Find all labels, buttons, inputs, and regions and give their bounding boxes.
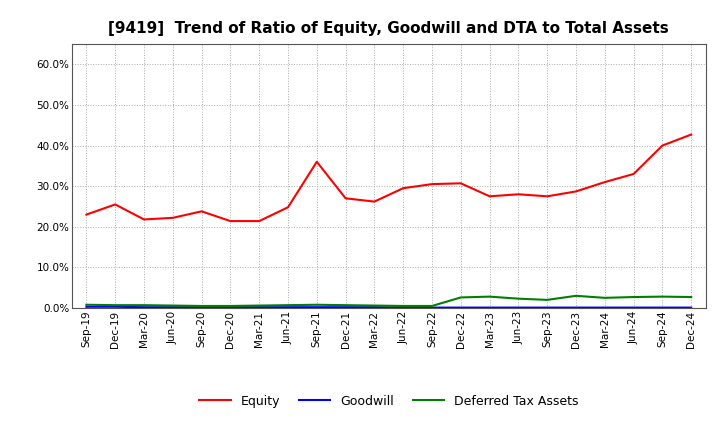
Equity — [485, 194, 494, 199]
Legend: Equity, Goodwill, Deferred Tax Assets: Equity, Goodwill, Deferred Tax Assets — [194, 390, 583, 413]
Goodwill — [572, 305, 580, 310]
Deferred Tax Assets — [399, 303, 408, 308]
Equity — [543, 194, 552, 199]
Deferred Tax Assets — [341, 303, 350, 308]
Goodwill — [197, 304, 206, 310]
Goodwill — [226, 304, 235, 310]
Deferred Tax Assets — [226, 303, 235, 308]
Goodwill — [456, 305, 465, 310]
Goodwill — [600, 305, 609, 310]
Deferred Tax Assets — [687, 294, 696, 300]
Goodwill — [543, 305, 552, 310]
Deferred Tax Assets — [572, 293, 580, 298]
Equity — [572, 189, 580, 194]
Equity — [312, 159, 321, 165]
Goodwill — [514, 305, 523, 310]
Goodwill — [341, 304, 350, 310]
Deferred Tax Assets — [255, 303, 264, 308]
Deferred Tax Assets — [600, 295, 609, 301]
Deferred Tax Assets — [312, 302, 321, 308]
Equity — [658, 143, 667, 148]
Goodwill — [255, 304, 264, 310]
Equity — [140, 217, 148, 222]
Title: [9419]  Trend of Ratio of Equity, Goodwill and DTA to Total Assets: [9419] Trend of Ratio of Equity, Goodwil… — [109, 21, 669, 36]
Deferred Tax Assets — [197, 303, 206, 308]
Equity — [284, 205, 292, 210]
Goodwill — [140, 304, 148, 310]
Deferred Tax Assets — [658, 294, 667, 299]
Equity — [111, 202, 120, 207]
Goodwill — [168, 304, 177, 310]
Deferred Tax Assets — [370, 303, 379, 308]
Deferred Tax Assets — [543, 297, 552, 303]
Deferred Tax Assets — [82, 302, 91, 308]
Goodwill — [399, 305, 408, 310]
Deferred Tax Assets — [284, 303, 292, 308]
Deferred Tax Assets — [168, 303, 177, 308]
Deferred Tax Assets — [485, 294, 494, 299]
Line: Deferred Tax Assets: Deferred Tax Assets — [86, 296, 691, 306]
Goodwill — [284, 304, 292, 310]
Line: Goodwill: Goodwill — [86, 307, 691, 308]
Equity — [600, 180, 609, 185]
Equity — [687, 132, 696, 137]
Deferred Tax Assets — [629, 294, 638, 300]
Goodwill — [312, 304, 321, 310]
Deferred Tax Assets — [428, 303, 436, 308]
Deferred Tax Assets — [140, 303, 148, 308]
Equity — [341, 196, 350, 201]
Deferred Tax Assets — [514, 296, 523, 301]
Goodwill — [370, 304, 379, 310]
Deferred Tax Assets — [111, 303, 120, 308]
Equity — [255, 218, 264, 224]
Goodwill — [82, 304, 91, 309]
Equity — [514, 192, 523, 197]
Equity — [168, 215, 177, 220]
Equity — [456, 181, 465, 186]
Goodwill — [428, 305, 436, 310]
Equity — [629, 171, 638, 176]
Goodwill — [687, 305, 696, 310]
Line: Equity: Equity — [86, 135, 691, 221]
Equity — [226, 218, 235, 224]
Equity — [197, 209, 206, 214]
Goodwill — [629, 305, 638, 310]
Goodwill — [485, 305, 494, 310]
Deferred Tax Assets — [456, 295, 465, 300]
Equity — [370, 199, 379, 204]
Equity — [82, 212, 91, 217]
Equity — [399, 186, 408, 191]
Goodwill — [111, 304, 120, 309]
Equity — [428, 181, 436, 187]
Goodwill — [658, 305, 667, 310]
